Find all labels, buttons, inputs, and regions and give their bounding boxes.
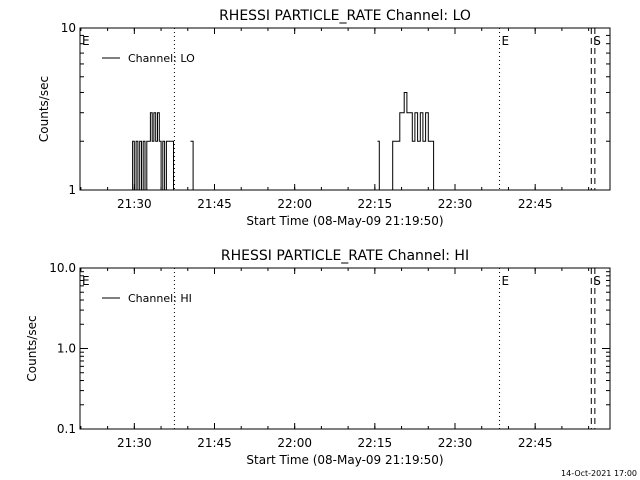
lo-x-tick-label: 22:30 <box>438 197 473 211</box>
hi-x-tick-label: 22:30 <box>438 436 473 450</box>
hi-x-tick-label: 21:45 <box>197 436 232 450</box>
hi-event-marker-label: E <box>82 274 90 288</box>
lo-x-tick-label: 22:00 <box>277 197 312 211</box>
lo-legend-label: Channel: LO <box>128 52 195 65</box>
lo-y-tick-label: 10 <box>61 21 76 35</box>
hi-x-tick-label: 21:30 <box>117 436 152 450</box>
hi-x-tick-label: 22:15 <box>358 436 393 450</box>
plot-timestamp: 14-Oct-2021 17:00 <box>561 469 637 478</box>
lo-x-tick-label: 21:30 <box>117 197 152 211</box>
lo-y-axis-label: Counts/sec <box>37 76 51 142</box>
lo-x-tick-label: 21:45 <box>197 197 232 211</box>
hi-chart-title: RHESSI PARTICLE_RATE Channel: HI <box>221 248 469 264</box>
lo-series-line <box>130 92 437 191</box>
lo-event-marker-label: E <box>502 34 510 48</box>
lo-event-marker-label: E <box>82 34 90 48</box>
hi-y-tick-label: 10.0 <box>49 261 76 275</box>
lo-x-tick-label: 22:15 <box>358 197 393 211</box>
hi-y-tick-label: 1.0 <box>57 342 76 356</box>
lo-y-tick-label: 1 <box>68 183 76 197</box>
hi-x-tick-label: 22:45 <box>518 436 553 450</box>
lo-x-tick-label: 22:45 <box>518 197 553 211</box>
hi-event-marker-label: E <box>502 274 510 288</box>
hi-x-tick-label: 22:00 <box>277 436 312 450</box>
lo-event-marker-label: S <box>593 34 601 48</box>
lo-chart-title: RHESSI PARTICLE_RATE Channel: LO <box>219 8 471 24</box>
hi-event-marker-label: S <box>593 274 601 288</box>
hi-y-tick-label: 0.1 <box>57 422 76 436</box>
hi-legend-label: Channel: HI <box>128 292 192 305</box>
hi-channel-panel: RHESSI PARTICLE_RATE Channel: HI 21:30 21:… <box>25 248 611 467</box>
hi-x-axis-label: Start Time (08-May-09 21:19:50) <box>246 453 443 467</box>
lo-x-axis-label: Start Time (08-May-09 21:19:50) <box>246 214 443 228</box>
hi-y-axis-label: Counts/sec <box>25 315 39 381</box>
lo-channel-panel: RHESSI PARTICLE_RATE Channel: LO 21:30 21:… <box>37 8 611 228</box>
